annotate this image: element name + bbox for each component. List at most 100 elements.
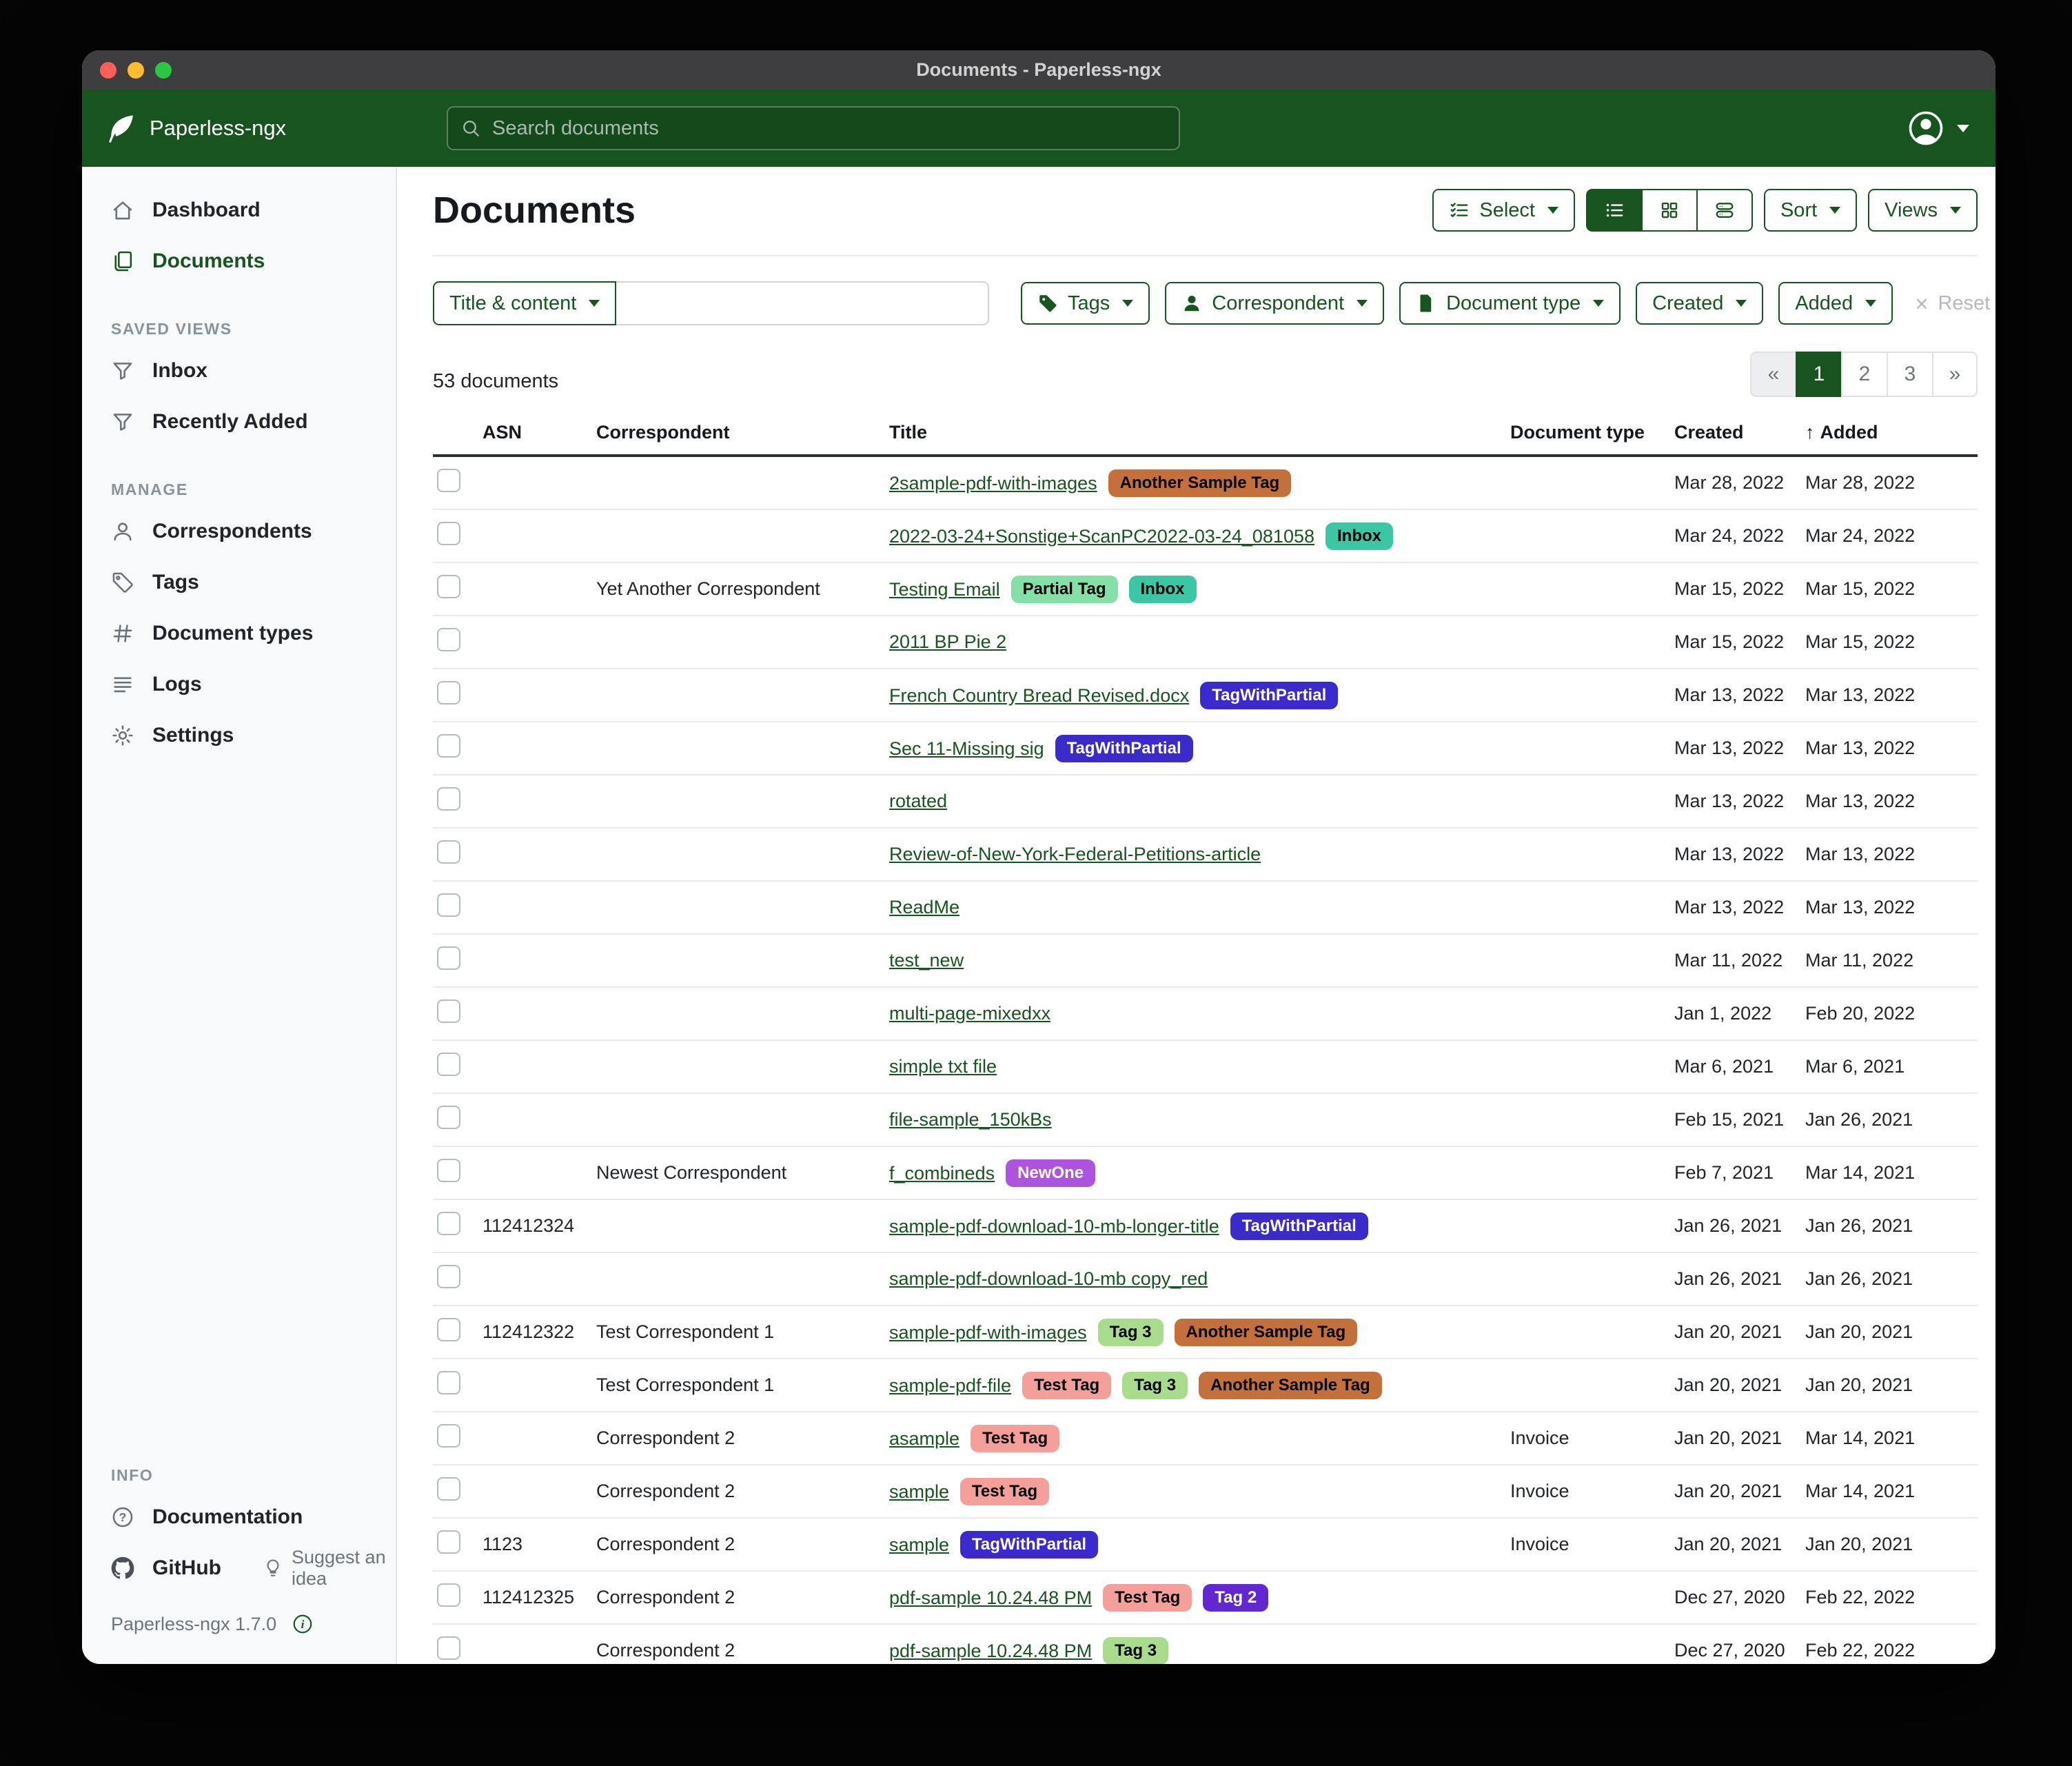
document-link[interactable]: sample-pdf-download-10-mb copy_red xyxy=(889,1268,1208,1289)
row-checkbox[interactable] xyxy=(437,1477,460,1501)
tag-badge[interactable]: Another Sample Tag xyxy=(1199,1371,1382,1399)
filter-query-input[interactable] xyxy=(616,281,989,325)
created-filter-button[interactable]: Created xyxy=(1636,282,1764,325)
document-type-filter-button[interactable]: Document type xyxy=(1399,282,1621,325)
row-checkbox[interactable] xyxy=(437,734,460,758)
column-header-title[interactable]: Title xyxy=(889,414,1510,457)
row-checkbox[interactable] xyxy=(437,1530,460,1554)
row-checkbox[interactable] xyxy=(437,1318,460,1341)
select-button[interactable]: Select xyxy=(1432,189,1575,232)
user-menu[interactable] xyxy=(1907,90,1969,167)
filter-field-dropdown[interactable]: Title & content xyxy=(433,281,617,325)
tag-badge[interactable]: Partial Tag xyxy=(1010,575,1118,603)
row-checkbox[interactable] xyxy=(437,1159,460,1182)
sort-button[interactable]: Sort xyxy=(1763,189,1858,232)
document-link[interactable]: rotated xyxy=(889,791,948,811)
sidebar-item-documentation[interactable]: ? Documentation xyxy=(82,1492,396,1543)
brand[interactable]: Paperless-ngx xyxy=(105,112,286,144)
column-header-created[interactable]: Created xyxy=(1674,414,1805,457)
row-checkbox[interactable] xyxy=(437,1636,460,1660)
row-checkbox[interactable] xyxy=(437,628,460,651)
pagination-page-3[interactable]: 3 xyxy=(1887,352,1932,397)
document-link[interactable]: asample xyxy=(889,1428,960,1449)
document-link[interactable]: sample-pdf-download-10-mb-longer-title xyxy=(889,1215,1219,1237)
detail-view-button[interactable] xyxy=(1696,189,1753,232)
sidebar-item-recently-added[interactable]: Recently Added xyxy=(82,396,396,447)
row-checkbox[interactable] xyxy=(437,1053,460,1076)
sidebar-item-inbox[interactable]: Inbox xyxy=(82,345,396,396)
tag-badge[interactable]: Another Sample Tag xyxy=(1108,469,1292,497)
document-link[interactable]: sample xyxy=(889,1534,950,1555)
tag-badge[interactable]: Inbox xyxy=(1128,575,1197,603)
tag-badge[interactable]: Inbox xyxy=(1326,522,1393,550)
tag-badge[interactable]: Tag 3 xyxy=(1103,1636,1169,1664)
document-link[interactable]: f_combineds xyxy=(889,1162,995,1184)
tag-badge[interactable]: NewOne xyxy=(1006,1159,1096,1187)
close-window-button[interactable] xyxy=(100,61,116,79)
document-link[interactable]: 2022-03-24+Sonstige+ScanPC2022-03-24_081… xyxy=(889,525,1314,547)
tag-badge[interactable]: TagWithPartial xyxy=(960,1530,1099,1559)
document-link[interactable]: sample-pdf-file xyxy=(889,1374,1012,1396)
document-link[interactable]: ReadMe xyxy=(889,897,960,917)
views-button[interactable]: Views xyxy=(1868,189,1978,232)
column-header-correspondent[interactable]: Correspondent xyxy=(596,414,889,457)
sidebar-item-correspondents[interactable]: Correspondents xyxy=(82,506,396,557)
sidebar-item-document-types[interactable]: Document types xyxy=(82,608,396,659)
document-link[interactable]: Testing Email xyxy=(889,578,1000,600)
minimize-window-button[interactable] xyxy=(128,61,144,79)
document-link[interactable]: multi-page-mixedxx xyxy=(889,1003,1051,1024)
tag-badge[interactable]: Test Tag xyxy=(960,1477,1050,1505)
sidebar-item-dashboard[interactable]: Dashboard xyxy=(82,185,396,236)
added-filter-button[interactable]: Added xyxy=(1778,282,1893,325)
row-checkbox[interactable] xyxy=(437,1212,460,1235)
sidebar-item-github[interactable]: GitHub xyxy=(82,1543,235,1594)
sidebar-item-documents[interactable]: Documents xyxy=(82,236,396,287)
column-header-asn[interactable]: ASN xyxy=(483,414,596,457)
row-checkbox[interactable] xyxy=(437,999,460,1023)
row-checkbox[interactable] xyxy=(437,522,460,545)
document-link[interactable]: French Country Bread Revised.docx xyxy=(889,684,1190,706)
sidebar-item-logs[interactable]: Logs xyxy=(82,659,396,710)
row-checkbox[interactable] xyxy=(437,575,460,598)
tag-badge[interactable]: Tag 3 xyxy=(1097,1318,1164,1346)
row-checkbox[interactable] xyxy=(437,1265,460,1288)
document-link[interactable]: sample xyxy=(889,1481,950,1502)
pagination-next[interactable]: » xyxy=(1932,352,1978,397)
pagination-page-2[interactable]: 2 xyxy=(1841,352,1887,397)
sidebar-item-tags[interactable]: Tags xyxy=(82,557,396,608)
row-checkbox[interactable] xyxy=(437,1583,460,1607)
document-link[interactable]: simple txt file xyxy=(889,1056,997,1077)
row-checkbox[interactable] xyxy=(437,1371,460,1394)
tag-badge[interactable]: TagWithPartial xyxy=(1200,681,1339,709)
document-link[interactable]: 2011 BP Pie 2 xyxy=(889,631,1007,652)
tag-badge[interactable]: Tag 2 xyxy=(1203,1583,1269,1612)
maximize-window-button[interactable] xyxy=(155,61,172,79)
tag-badge[interactable]: Test Tag xyxy=(1103,1583,1192,1612)
document-link[interactable]: 2sample-pdf-with-images xyxy=(889,472,1097,494)
tags-filter-button[interactable]: Tags xyxy=(1021,282,1150,325)
list-view-button[interactable] xyxy=(1585,189,1641,232)
row-checkbox[interactable] xyxy=(437,946,460,970)
pagination-page-1[interactable]: 1 xyxy=(1796,352,1841,397)
correspondent-filter-button[interactable]: Correspondent xyxy=(1165,282,1385,325)
tag-badge[interactable]: Test Tag xyxy=(1022,1371,1112,1399)
tag-badge[interactable]: Test Tag xyxy=(971,1424,1060,1452)
row-checkbox[interactable] xyxy=(437,1106,460,1129)
row-checkbox[interactable] xyxy=(437,893,460,917)
row-checkbox[interactable] xyxy=(437,681,460,704)
column-header-added[interactable]: ↑ Added xyxy=(1805,414,1978,457)
sidebar-item-settings[interactable]: Settings xyxy=(82,710,396,761)
grid-view-button[interactable] xyxy=(1641,189,1696,232)
search-input[interactable] xyxy=(491,116,1166,141)
reset-filters-button[interactable]: × Reset filters xyxy=(1915,290,1995,316)
tag-badge[interactable]: Tag 3 xyxy=(1122,1371,1188,1399)
tag-badge[interactable]: Another Sample Tag xyxy=(1174,1318,1358,1346)
info-circle-icon[interactable]: i xyxy=(292,1613,314,1635)
row-checkbox[interactable] xyxy=(437,787,460,811)
tag-badge[interactable]: TagWithPartial xyxy=(1230,1212,1368,1240)
document-link[interactable]: Sec 11-Missing sig xyxy=(889,738,1044,759)
document-link[interactable]: Review-of-New-York-Federal-Petitions-art… xyxy=(889,844,1261,864)
row-checkbox[interactable] xyxy=(437,469,460,492)
pagination-prev[interactable]: « xyxy=(1750,352,1796,397)
document-link[interactable]: sample-pdf-with-images xyxy=(889,1321,1087,1343)
